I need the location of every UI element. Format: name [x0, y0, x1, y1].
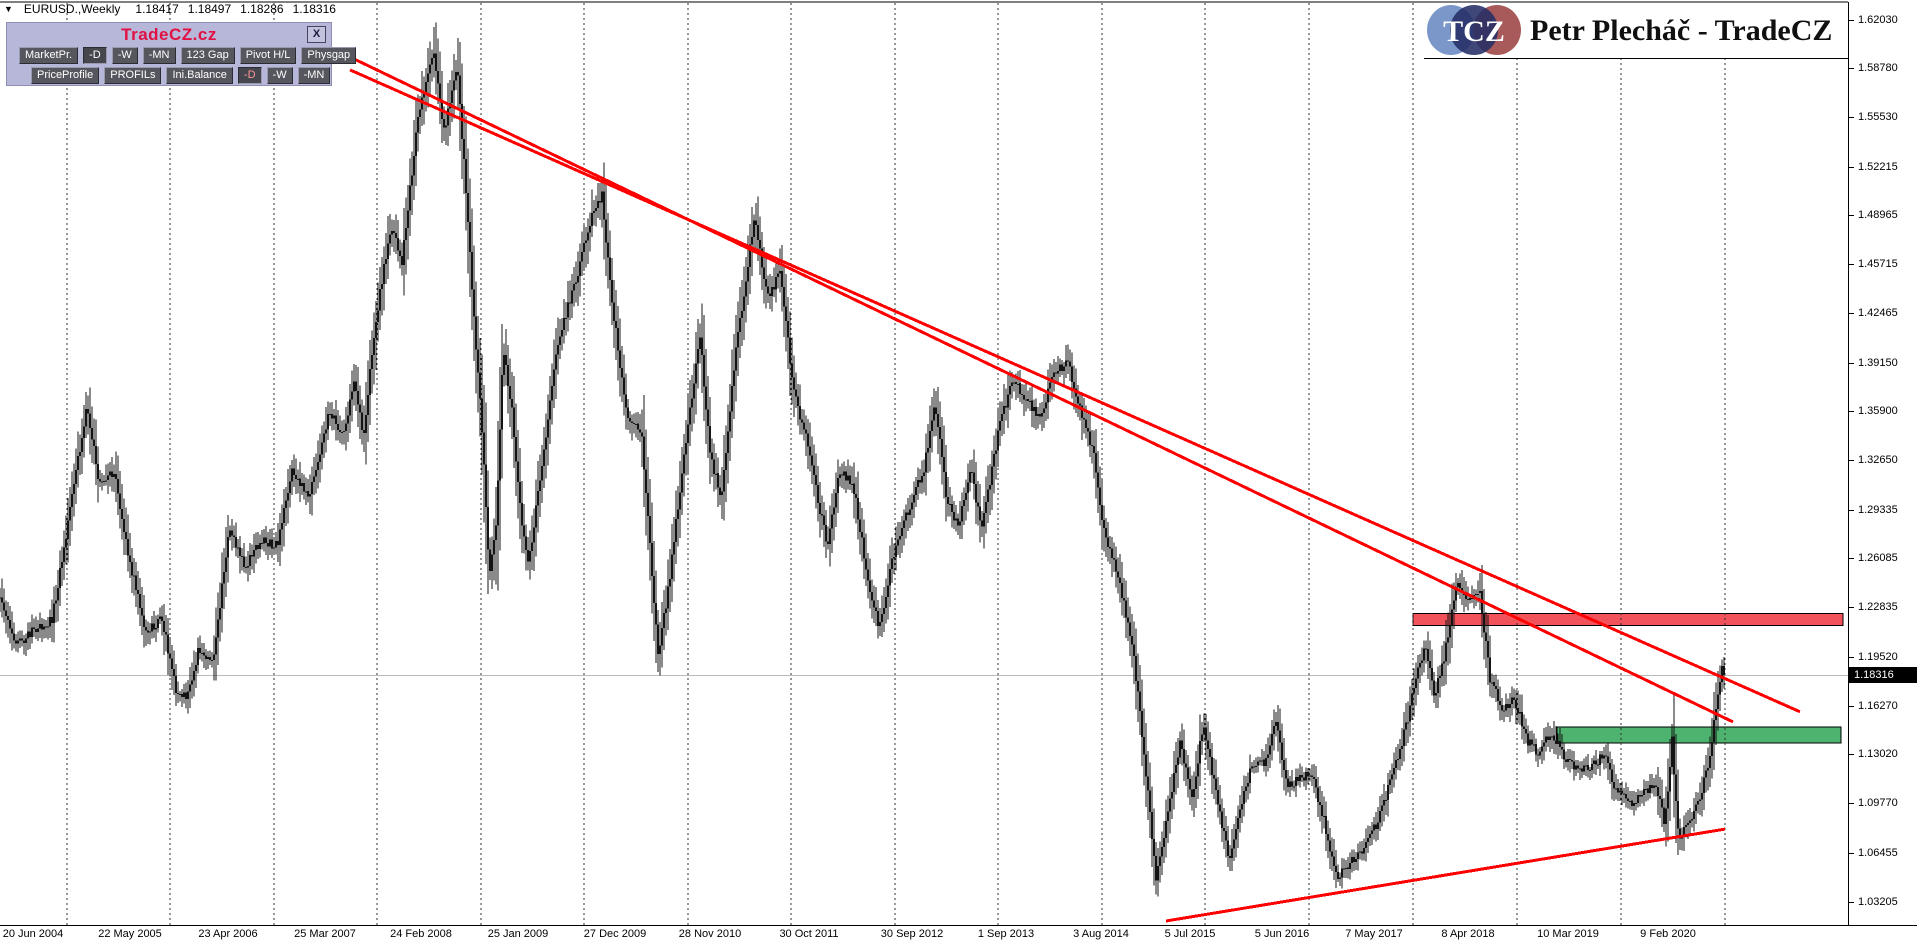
price-axis-tick [1849, 215, 1854, 217]
symbol-dropdown-icon[interactable]: ▼ [4, 4, 13, 14]
price-axis-tick [1849, 117, 1854, 118]
price-axis-tick [1849, 803, 1854, 805]
date-axis-label: 30 Sep 2012 [880, 928, 944, 940]
price-axis-label: 1.39150 [1849, 357, 1917, 370]
price-axis-tick [1849, 68, 1854, 70]
price-axis-tick [1849, 411, 1854, 413]
price-axis-tick [1849, 166, 1854, 168]
ohlc-low-value: 1.18286 [240, 2, 284, 16]
date-axis-label: 5 Jul 2015 [1164, 928, 1216, 940]
support-zone[interactable] [1556, 726, 1842, 744]
panel-title: TradeCZ.cz [121, 25, 217, 44]
panel-button--mn[interactable]: -MN [297, 67, 331, 84]
date-axis-label: 28 Nov 2010 [678, 928, 742, 940]
symbol-header: ▼ EURUSD.,Weekly 1.18417 1.18497 1.18286… [4, 2, 336, 16]
price-axis-label: 1.58780 [1849, 62, 1917, 75]
svg-text:TCZ: TCZ [1443, 15, 1505, 48]
panel-button-physgap[interactable]: Physgap [301, 47, 357, 64]
panel-button-profils[interactable]: PROFILs [104, 67, 162, 84]
panel-button--w[interactable]: -W [266, 67, 293, 84]
resistance-zone[interactable] [1412, 613, 1844, 627]
price-axis-tick [1849, 362, 1854, 364]
date-axis-label: 1 Sep 2013 [977, 928, 1035, 940]
panel-button-row-2: PriceProfile PROFILs Ini.Balance -D -W -MN [7, 67, 331, 84]
price-axis-tick [1849, 901, 1854, 903]
date-axis-label: 25 Jan 2009 [487, 928, 549, 940]
price-axis-label: 1.09770 [1849, 797, 1917, 810]
date-axis-label: 20 Jun 2004 [2, 928, 64, 940]
price-axis-tick [1849, 264, 1854, 266]
price-axis-tick [1849, 19, 1854, 21]
current-price-tag: 1.18316 [1849, 667, 1917, 684]
date-axis-label: 5 Jun 2016 [1254, 928, 1310, 940]
price-axis-label: 1.13020 [1849, 748, 1917, 761]
panel-button--mn[interactable]: -MN [142, 47, 176, 64]
close-icon[interactable]: X [307, 26, 326, 43]
price-axis-label: 1.35900 [1849, 405, 1917, 418]
tcz-logo-icon: TCZ [1427, 5, 1521, 55]
descending-trendline-1[interactable] [349, 68, 1801, 714]
date-axis-label: 22 May 2005 [98, 928, 162, 940]
author-title: Petr Plecháč - TradeCZ [1530, 13, 1833, 47]
price-axis-tick [1849, 558, 1854, 560]
price-axis-tick [1849, 312, 1854, 314]
panel-button-pivot-h-l[interactable]: Pivot H/L [239, 47, 297, 64]
ohlc-open-value: 1.18417 [135, 2, 179, 16]
date-axis-label: 23 Apr 2006 [198, 928, 258, 940]
date-axis-label: 24 Feb 2008 [390, 928, 452, 940]
price-axis-tick [1849, 852, 1854, 854]
price-axis[interactable]: 1.62030 1.58780 1.55530 1.52215 1.48965 1.457… [1849, 0, 1917, 925]
price-axis-label: 1.16270 [1849, 700, 1917, 713]
date-axis-label: 8 Apr 2018 [1441, 928, 1495, 940]
candlestick-wicks-layer [0, 22, 1725, 897]
price-axis-label: 1.32650 [1849, 454, 1917, 467]
price-axis-tick [1849, 460, 1854, 461]
date-axis-label: 7 May 2017 [1345, 928, 1403, 940]
date-axis-label: 3 Aug 2014 [1073, 928, 1129, 940]
panel-button--d[interactable]: -D [237, 67, 262, 84]
price-axis-tick [1849, 705, 1854, 707]
price-axis-label: 1.42465 [1849, 307, 1917, 320]
price-axis-tick [1849, 754, 1854, 756]
price-axis-label: 1.55530 [1849, 111, 1917, 124]
panel-button-priceprofile[interactable]: PriceProfile [31, 67, 100, 84]
date-axis-label: 10 Mar 2019 [1537, 928, 1599, 940]
symbol-timeframe-label: EURUSD.,Weekly [23, 2, 121, 16]
panel-button--d[interactable]: -D [83, 47, 107, 64]
date-axis-label: 30 Oct 2011 [779, 928, 839, 940]
price-axis-label: 1.26085 [1849, 552, 1917, 565]
tradecz-panel: TradeCZ.cz X MarketPr. -D -W -MN 123 Gap Pivo… [6, 22, 357, 86]
date-axis-label: 9 Feb 2020 [1640, 928, 1696, 940]
price-axis-label: 1.22835 [1849, 601, 1917, 614]
price-axis-tick [1849, 607, 1854, 609]
branding-header: TCZ Petr Plecháč - TradeCZ [1424, 3, 1848, 59]
price-axis-label: 1.45715 [1849, 258, 1917, 271]
price-axis-label: 1.19520 [1849, 651, 1917, 664]
date-axis[interactable]: 20 Jun 2004 22 May 2005 23 Apr 2006 25 Mar … [0, 926, 1917, 945]
panel-button-row-1: MarketPr. -D -W -MN 123 Gap Pivot H/L Physgap [7, 47, 357, 64]
price-axis-label: 1.52215 [1849, 161, 1917, 174]
ohlc-high-value: 1.18497 [187, 2, 232, 16]
price-axis-tick [1849, 509, 1854, 511]
price-axis-label: 1.62030 [1849, 14, 1917, 27]
price-axis-label: 1.03205 [1849, 896, 1917, 909]
ohlc-close-value: 1.18316 [292, 2, 336, 16]
panel-button-ini-balance[interactable]: Ini.Balance [166, 67, 233, 84]
date-axis-label: 27 Dec 2009 [583, 928, 647, 940]
price-axis-label: 1.29335 [1849, 504, 1917, 517]
panel-button-marketpr-[interactable]: MarketPr. [19, 47, 79, 64]
price-axis-label: 1.06455 [1849, 847, 1917, 860]
ascending-trendline[interactable] [1165, 827, 1726, 923]
price-axis-label: 1.48965 [1849, 209, 1917, 222]
candlestick-bodies-layer [0, 53, 1725, 881]
price-axis-tick [1849, 656, 1854, 658]
panel-button-123-gap[interactable]: 123 Gap [180, 47, 235, 64]
date-axis-label: 25 Mar 2007 [294, 928, 356, 940]
descending-trendline-2[interactable] [349, 55, 1734, 724]
tradecz-panel-header: TradeCZ.cz X [7, 23, 331, 45]
panel-button--w[interactable]: -W [111, 47, 138, 64]
